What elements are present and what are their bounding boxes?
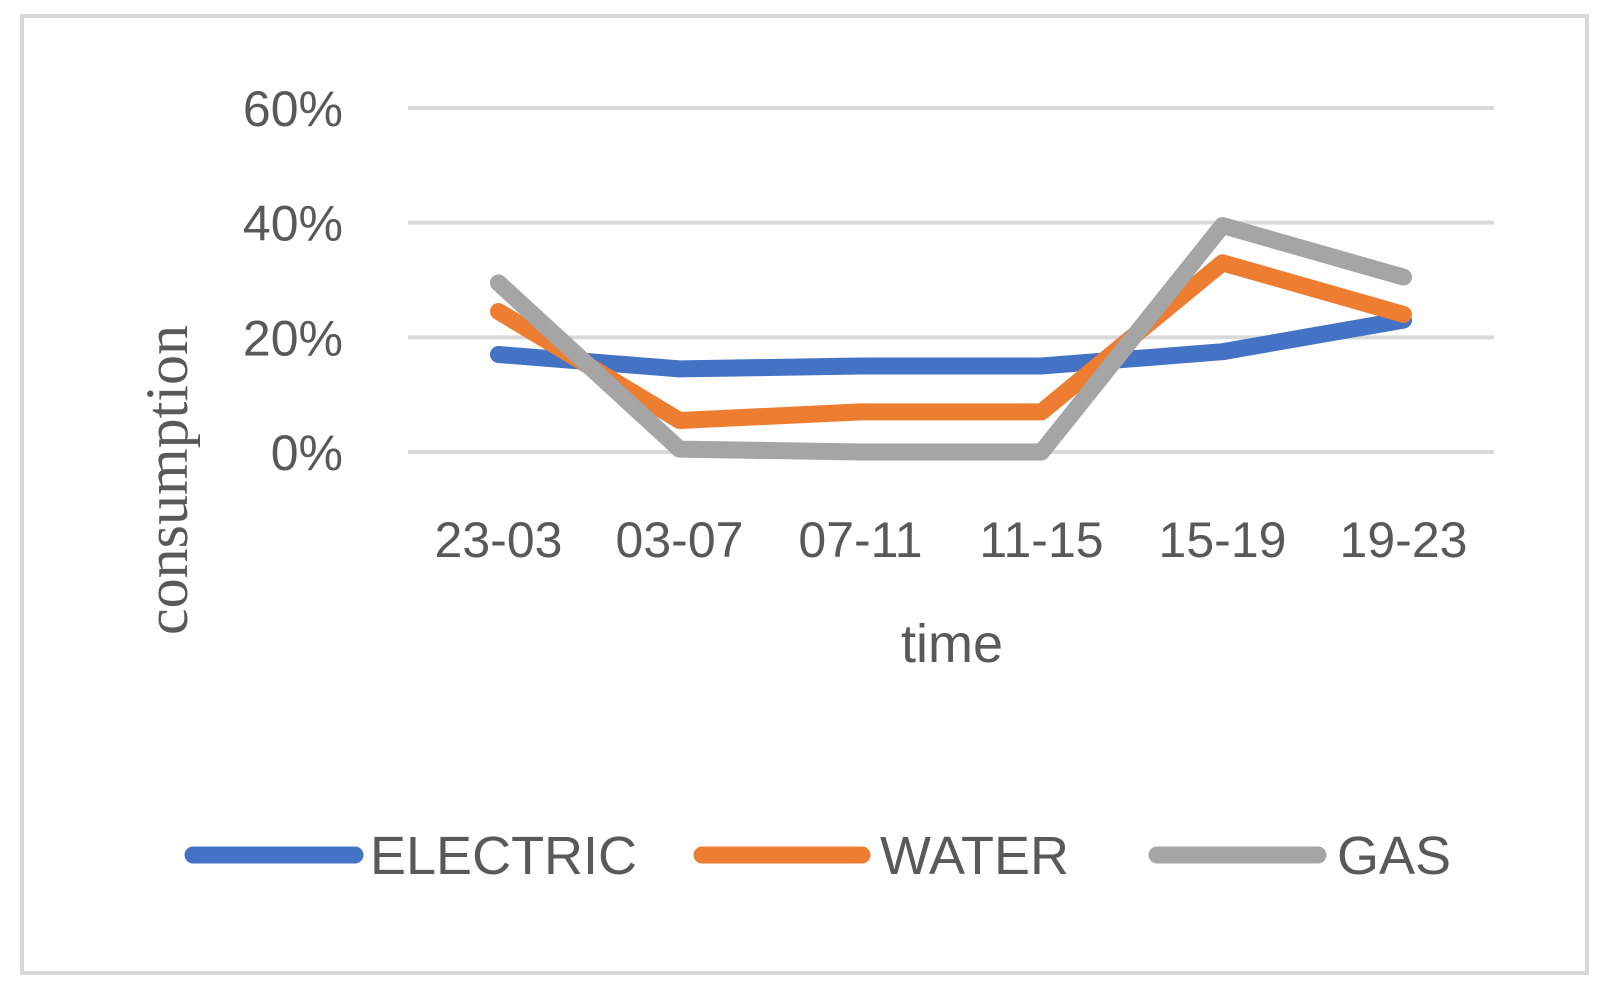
series-line-electric [490,311,1412,378]
y-axis-ticks: 0% 20% 40% 60% [243,81,343,481]
x-tick-label: 11-15 [979,512,1103,568]
x-tick-label: 15-19 [1159,512,1287,568]
y-tick-label: 60% [243,81,343,137]
legend-label-water: WATER [880,826,1069,886]
x-axis-title: time [901,614,1003,674]
y-tick-label: 40% [243,196,343,252]
y-axis-title: consumption [134,325,200,635]
y-tick-label: 0% [271,425,343,481]
chart-frame [20,14,1589,975]
x-tick-label: 23-03 [435,512,563,568]
legend-label-electric: ELECTRIC [370,826,637,886]
x-tick-label: 19-23 [1340,512,1468,568]
y-tick-label: 20% [243,310,343,366]
series-lines [490,217,1412,461]
x-tick-label: 03-07 [616,512,744,568]
legend-label-gas: GAS [1337,826,1451,886]
series-line-gas [490,217,1412,461]
legend: ELECTRIC WATER GAS [184,826,1451,886]
x-tick-label: 07-11 [798,512,922,568]
x-axis-ticks: 23-03 03-07 07-11 11-15 15-19 19-23 [435,512,1468,568]
series-line-water [490,254,1412,429]
